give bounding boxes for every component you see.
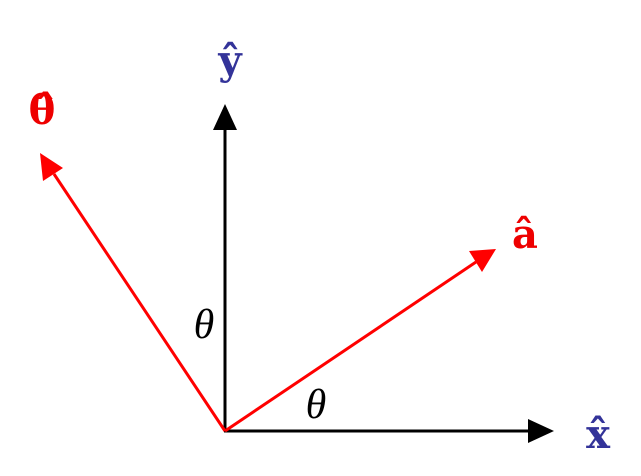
angle-label: θ	[306, 382, 327, 428]
y-axis-label: ŷ	[217, 37, 243, 84]
y-axis-head	[213, 104, 237, 130]
a-hat-label: â	[512, 211, 538, 258]
a-hat-head	[469, 249, 496, 272]
angle-label: θ	[194, 302, 215, 348]
x-axis-label: x̂	[586, 411, 611, 458]
theta-hat-head	[40, 153, 63, 181]
theta-hat-arrow	[52, 173, 227, 432]
theta-hat-label: θ̂	[29, 87, 56, 134]
x-axis-head	[528, 419, 554, 443]
arrows	[40, 104, 554, 443]
a-hat-arrow	[224, 260, 477, 433]
